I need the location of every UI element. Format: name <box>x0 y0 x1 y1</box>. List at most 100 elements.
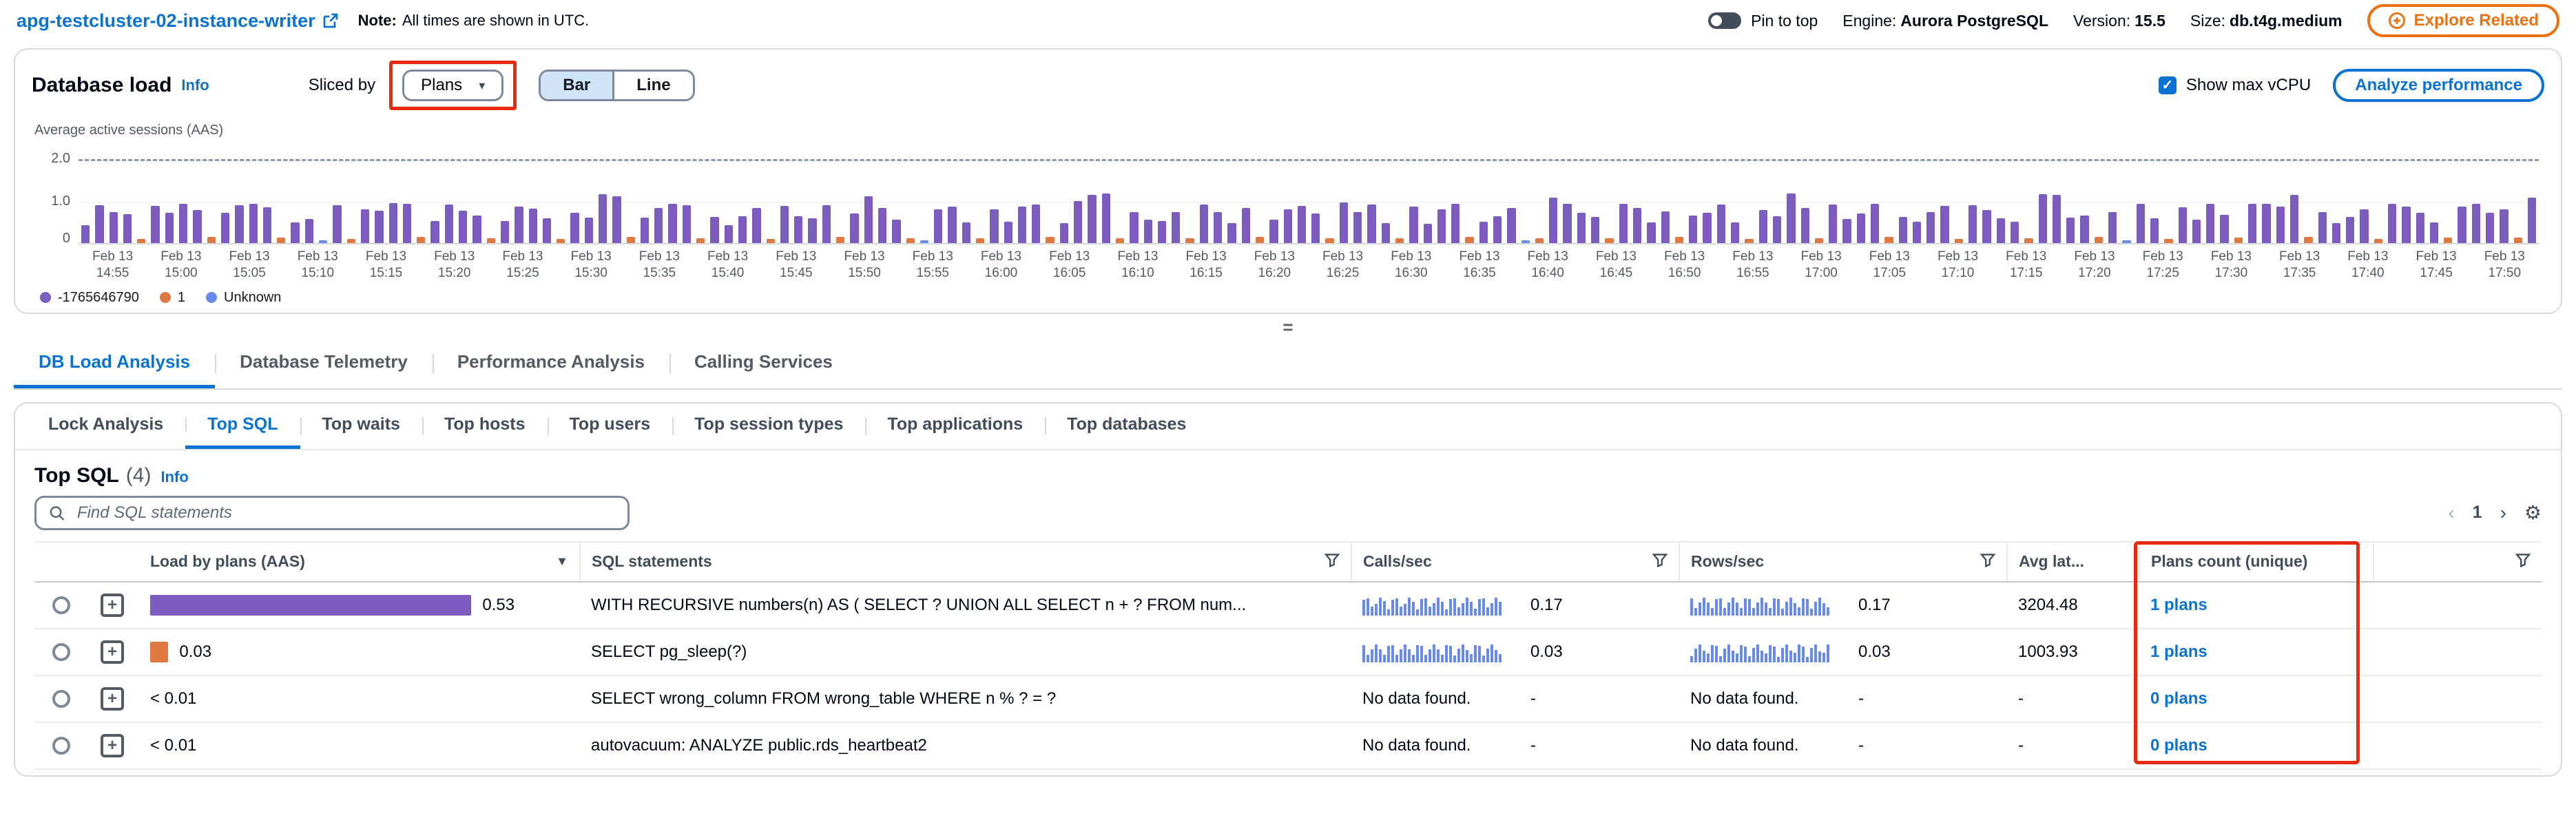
chart-bar <box>2164 239 2173 243</box>
subtab-top-applications[interactable]: Top applications <box>865 403 1045 449</box>
chart-plot-area[interactable] <box>79 145 2539 244</box>
column-header-sql-statements[interactable]: SQL statements <box>579 541 1351 583</box>
legend-item: Unknown <box>206 290 281 306</box>
top-sql-count: (4) <box>125 463 152 487</box>
next-page-button[interactable]: › <box>2500 501 2506 523</box>
sql-search <box>34 495 630 530</box>
max-vcpu-checkbox[interactable]: ✓ <box>2158 76 2177 94</box>
filter-icon[interactable] <box>2515 552 2531 571</box>
chart-type-line-button[interactable]: Line <box>612 72 693 99</box>
subtab-top-session-types[interactable]: Top session types <box>672 403 865 449</box>
chart-bar <box>682 204 692 243</box>
top-sql-title: Top SQL <box>34 463 119 487</box>
x-axis-tick-label: Feb 13 16:25 <box>1322 249 1364 280</box>
chart-bar <box>598 193 607 243</box>
filter-icon[interactable] <box>1324 552 1340 571</box>
chart-bar <box>1325 238 1334 243</box>
sort-descending-icon[interactable]: ▼ <box>556 554 568 568</box>
chart-bar <box>2108 211 2117 243</box>
chart-bar <box>724 224 733 243</box>
chart-bar <box>1605 238 1614 243</box>
analyze-performance-button[interactable]: Analyze performance <box>2333 69 2544 102</box>
tab-performance-analysis[interactable]: Performance Analysis <box>432 339 669 388</box>
chart-bar <box>808 218 817 243</box>
avg-latency-value: 3204.48 <box>2007 581 2139 629</box>
column-header-load-by-plans-aas[interactable]: Load by plans (AAS) ▼ <box>139 541 580 583</box>
explore-related-button[interactable]: Explore Related <box>2367 4 2559 37</box>
max-vcpu-line <box>79 159 2539 161</box>
page-number[interactable]: 1 <box>2472 503 2482 522</box>
row-expand-button[interactable]: + <box>101 733 124 757</box>
row-radio-button[interactable] <box>52 736 70 755</box>
legend-dot <box>159 292 171 303</box>
row-expand-button[interactable]: + <box>101 593 124 617</box>
chart-bar <box>2387 204 2397 243</box>
filter-icon[interactable] <box>1652 552 1668 571</box>
chart-bar <box>109 211 118 243</box>
plans-count-link[interactable]: 1 plans <box>2150 595 2208 614</box>
chart-bar <box>2220 214 2229 243</box>
circle-plus-icon <box>2388 12 2405 30</box>
chart-bar <box>2289 195 2299 243</box>
column-header-calls-sec[interactable]: Calls/sec <box>1351 541 1679 583</box>
x-axis-tick-label: Feb 13 17:10 <box>1937 249 1979 280</box>
chart-bar <box>1871 204 1880 243</box>
plans-count-link[interactable]: 0 plans <box>2150 735 2208 755</box>
chart-bar <box>1214 211 1223 243</box>
x-axis-tick-label: Feb 13 15:10 <box>297 249 338 280</box>
table-header-row: Load by plans (AAS) ▼ SQL statements Calls/… <box>34 541 2542 583</box>
chart-bar <box>1954 238 1964 243</box>
filter-icon[interactable] <box>1980 552 1996 571</box>
row-expand-button[interactable]: + <box>101 640 124 664</box>
tab-db-load-analysis[interactable]: DB Load Analysis <box>14 339 216 388</box>
row-radio-button[interactable] <box>52 689 70 708</box>
sliced-by-select[interactable]: Plans ▾ <box>402 70 504 101</box>
subtab-top-users[interactable]: Top users <box>547 403 673 449</box>
prev-page-button[interactable]: ‹ <box>2448 501 2455 523</box>
x-axis-tick-label: Feb 13 17:40 <box>2347 249 2389 280</box>
chart-type-bar-button[interactable]: Bar <box>541 72 613 99</box>
x-axis-tick-label: Feb 13 16:55 <box>1732 249 1774 280</box>
subtab-top-sql[interactable]: Top SQL <box>185 403 300 449</box>
table-settings-gear-icon[interactable]: ⚙ <box>2524 502 2542 523</box>
subtab-top-waits[interactable]: Top waits <box>300 403 422 449</box>
tab-calling-services[interactable]: Calling Services <box>669 339 858 388</box>
row-radio-button[interactable] <box>52 642 70 661</box>
pin-to-top-toggle[interactable] <box>1708 12 1742 29</box>
plans-count-link[interactable]: 1 plans <box>2150 642 2208 661</box>
row-radio-button[interactable] <box>52 596 70 614</box>
subtab-top-hosts[interactable]: Top hosts <box>422 403 548 449</box>
column-header-plans-count-unique[interactable]: Plans count (unique) <box>2139 541 2374 583</box>
metric-value: - <box>1530 735 1536 755</box>
database-load-info-link[interactable]: Info <box>181 76 209 94</box>
search-input[interactable] <box>74 501 615 524</box>
chart-bar <box>1912 222 1922 243</box>
column-header-avg-lat[interactable]: Avg lat... <box>2006 541 2139 583</box>
column-header-rows-sec[interactable]: Rows/sec <box>1679 541 2007 583</box>
x-axis-tick-label: Feb 13 15:20 <box>434 249 475 280</box>
chart-bar <box>346 239 355 243</box>
chart-bar <box>626 237 635 243</box>
chart-bar <box>2038 193 2047 243</box>
chart-bar <box>1661 211 1670 243</box>
chart-bar <box>249 204 258 243</box>
chart-resize-handle[interactable]: = <box>1282 316 1294 337</box>
chart-bar <box>557 238 565 243</box>
chart-bar <box>864 196 873 243</box>
no-data-text: No data found. <box>1690 735 1799 755</box>
subtab-lock-analysis[interactable]: Lock Analysis <box>48 414 164 434</box>
top-bar-right: Pin to top Engine: Aurora PostgreSQL Vers… <box>1708 4 2559 37</box>
chart-bar <box>515 207 523 243</box>
chart-bar <box>934 209 943 243</box>
chart-bar <box>151 206 160 243</box>
top-sql-info-link[interactable]: Info <box>160 468 189 485</box>
subtab-top-databases[interactable]: Top databases <box>1045 403 1208 449</box>
row-expand-button[interactable]: + <box>101 686 124 711</box>
chart-bar <box>1814 238 1824 243</box>
plans-count-link[interactable]: 0 plans <box>2150 689 2208 708</box>
tab-database-telemetry[interactable]: Database Telemetry <box>215 339 433 388</box>
chart-bar <box>1101 193 1110 243</box>
chart-bar <box>360 209 370 243</box>
load-cell: < 0.01 <box>150 689 569 709</box>
instance-title-link[interactable]: apg-testcluster-02-instance-writer <box>17 10 339 32</box>
